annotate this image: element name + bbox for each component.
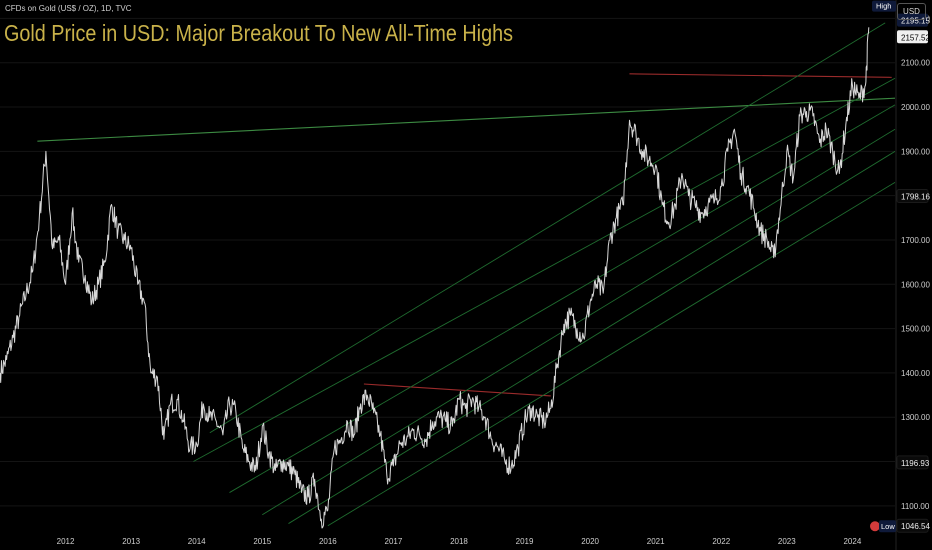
y-tick-label: 1900.00 xyxy=(901,147,930,156)
x-tick-label: 2012 xyxy=(57,537,75,546)
x-tick-label: 2022 xyxy=(712,537,730,546)
x-tick-label: 2013 xyxy=(122,537,140,546)
low-marker-icon xyxy=(870,521,880,532)
x-tick-label: 2020 xyxy=(581,537,599,546)
resistance-trend-line[interactable] xyxy=(629,73,892,78)
y-tick-label: 1600.00 xyxy=(901,280,930,289)
channel-trend-line[interactable] xyxy=(262,128,896,516)
channel-trend-line[interactable] xyxy=(209,22,886,434)
x-tick-label: 2019 xyxy=(516,537,534,546)
x-tick-label: 2015 xyxy=(253,537,271,546)
x-tick-label: 2021 xyxy=(647,537,665,546)
y-tick-label: 1700.00 xyxy=(901,236,930,245)
y-tick-label: 1400.00 xyxy=(901,369,930,378)
x-tick-label: 2014 xyxy=(188,537,206,546)
channel-trend-line[interactable] xyxy=(193,77,896,462)
y-tick-label: 2000.00 xyxy=(901,103,930,112)
x-tick-label: 2016 xyxy=(319,537,337,546)
x-tick-label: 2017 xyxy=(385,537,403,546)
symbol-line: CFDs on Gold (US$ / OZ), 1D, TVC xyxy=(5,4,132,13)
support-trend-line[interactable] xyxy=(37,97,896,142)
price-label: High 2195.15 xyxy=(872,0,930,27)
x-tick-label: 2024 xyxy=(843,537,861,546)
channel-trend-line[interactable] xyxy=(229,104,896,493)
price-label-value: 1046.54 xyxy=(901,522,930,531)
x-tick-label: 2018 xyxy=(450,537,468,546)
resistance-trend-line[interactable] xyxy=(363,383,551,397)
price-label: Low 1046.54 xyxy=(870,518,930,533)
price-label: 2157.52 xyxy=(897,30,930,44)
currency-button[interactable]: USD xyxy=(897,3,926,20)
y-tick-label: 1300.00 xyxy=(901,413,930,422)
y-tick-label: 1500.00 xyxy=(901,325,930,334)
price-label: 1798.16 xyxy=(896,188,930,203)
chart-title: Gold Price in USD: Major Breakout To New… xyxy=(4,20,513,46)
x-tick-label: 2023 xyxy=(778,537,796,546)
price-label: 1196.93 xyxy=(896,455,930,470)
price-label-value: 1798.16 xyxy=(901,192,930,201)
high-tag: High xyxy=(876,2,891,11)
y-tick-label: 1100.00 xyxy=(901,502,930,511)
y-tick-label: 2100.00 xyxy=(901,59,930,68)
price-line[interactable] xyxy=(0,27,870,529)
price-label-value: 2157.52 xyxy=(901,33,930,42)
channel-trend-line[interactable] xyxy=(288,150,896,524)
low-tag: Low xyxy=(881,522,895,531)
price-label-value: 1196.93 xyxy=(901,459,930,468)
price-label-value: 2195.15 xyxy=(901,17,930,26)
channel-trend-line[interactable] xyxy=(327,181,896,527)
